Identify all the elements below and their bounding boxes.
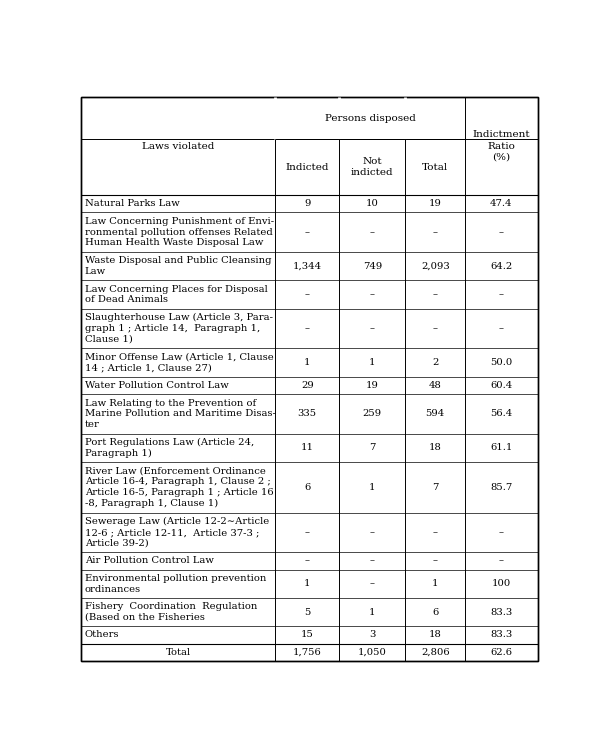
Text: Environmental pollution prevention
ordinances: Environmental pollution prevention ordin… (85, 574, 266, 594)
Text: –: – (432, 557, 438, 565)
Text: Waste Disposal and Public Cleansing
Law: Waste Disposal and Public Cleansing Law (85, 256, 271, 276)
Text: 83.3: 83.3 (490, 631, 513, 640)
Text: 83.3: 83.3 (490, 607, 513, 616)
Text: –: – (499, 528, 504, 537)
Text: 5: 5 (304, 607, 310, 616)
Text: –: – (370, 579, 375, 588)
Text: 18: 18 (429, 443, 442, 452)
Text: 48: 48 (429, 381, 442, 390)
Text: –: – (305, 290, 310, 299)
Text: 50.0: 50.0 (490, 358, 513, 367)
Text: Air Pollution Control Law: Air Pollution Control Law (85, 557, 214, 565)
Text: –: – (370, 528, 375, 537)
Text: 1: 1 (432, 579, 439, 588)
Text: –: – (432, 228, 438, 237)
Text: Persons disposed: Persons disposed (324, 114, 416, 123)
Text: Laws violated: Laws violated (142, 142, 214, 151)
Text: 1: 1 (369, 483, 376, 492)
Text: 335: 335 (298, 409, 317, 419)
Text: 3: 3 (369, 631, 376, 640)
Text: 1: 1 (304, 579, 310, 588)
Text: 1,756: 1,756 (293, 648, 322, 657)
Text: –: – (370, 557, 375, 565)
Text: 10: 10 (366, 199, 379, 208)
Text: 749: 749 (363, 261, 382, 270)
Text: Indictment
Ratio
(%): Indictment Ratio (%) (472, 130, 530, 162)
Text: 1: 1 (304, 358, 310, 367)
Text: Law Concerning Places for Disposal
of Dead Animals: Law Concerning Places for Disposal of De… (85, 285, 268, 305)
Text: 7: 7 (369, 443, 376, 452)
Text: Port Regulations Law (Article 24,
Paragraph 1): Port Regulations Law (Article 24, Paragr… (85, 437, 254, 458)
Text: –: – (499, 557, 504, 565)
Text: Law Relating to the Prevention of
Marine Pollution and Maritime Disas-
ter: Law Relating to the Prevention of Marine… (85, 398, 276, 429)
Text: –: – (370, 324, 375, 333)
Text: –: – (499, 228, 504, 237)
Text: 85.7: 85.7 (490, 483, 513, 492)
Text: 19: 19 (366, 381, 379, 390)
Text: –: – (370, 228, 375, 237)
Text: Sewerage Law (Article 12-2∼Article
12-6 ; Article 12-11,  Article 37-3 ;
Article: Sewerage Law (Article 12-2∼Article 12-6 … (85, 518, 269, 548)
Text: 594: 594 (426, 409, 445, 419)
Text: 1,344: 1,344 (293, 261, 322, 270)
Text: 2,093: 2,093 (421, 261, 449, 270)
Text: –: – (305, 228, 310, 237)
Text: Law Concerning Punishment of Envi-
ronmental pollution offenses Related
Human He: Law Concerning Punishment of Envi- ronme… (85, 217, 274, 247)
Text: 1: 1 (369, 358, 376, 367)
Text: Natural Parks Law: Natural Parks Law (85, 199, 179, 208)
Text: 61.1: 61.1 (490, 443, 513, 452)
Text: –: – (305, 528, 310, 537)
Text: 56.4: 56.4 (490, 409, 513, 419)
Text: Water Pollution Control Law: Water Pollution Control Law (85, 381, 228, 390)
Text: Total: Total (165, 648, 191, 657)
Text: –: – (432, 324, 438, 333)
Text: Slaughterhouse Law (Article 3, Para-
graph 1 ; Article 14,  Paragraph 1,
Clause : Slaughterhouse Law (Article 3, Para- gra… (85, 313, 273, 344)
Text: Not
indicted: Not indicted (351, 157, 394, 178)
Text: Indicted: Indicted (286, 163, 329, 172)
Text: 1: 1 (369, 607, 376, 616)
Text: Fishery  Coordination  Regulation
(Based on the Fisheries: Fishery Coordination Regulation (Based o… (85, 602, 257, 622)
Text: 18: 18 (429, 631, 442, 640)
Text: 1,050: 1,050 (358, 648, 387, 657)
Text: River Law (Enforcement Ordinance
Article 16-4, Paragraph 1, Clause 2 ;
Article 1: River Law (Enforcement Ordinance Article… (85, 467, 274, 508)
Text: 62.6: 62.6 (490, 648, 512, 657)
Text: 9: 9 (304, 199, 310, 208)
Text: 64.2: 64.2 (490, 261, 513, 270)
Text: –: – (432, 528, 438, 537)
Text: 29: 29 (301, 381, 313, 390)
Text: 47.4: 47.4 (490, 199, 513, 208)
Text: 259: 259 (363, 409, 382, 419)
Text: Others: Others (85, 631, 120, 640)
Text: 7: 7 (432, 483, 439, 492)
Text: 19: 19 (429, 199, 442, 208)
Text: 15: 15 (301, 631, 313, 640)
Text: 2,806: 2,806 (421, 648, 449, 657)
Text: –: – (305, 324, 310, 333)
Text: –: – (432, 290, 438, 299)
Text: 100: 100 (492, 579, 511, 588)
Text: –: – (370, 290, 375, 299)
Text: 2: 2 (432, 358, 439, 367)
Text: 6: 6 (432, 607, 439, 616)
Text: Total: Total (422, 163, 448, 172)
Text: 6: 6 (304, 483, 310, 492)
Text: –: – (305, 557, 310, 565)
Text: 11: 11 (301, 443, 313, 452)
Text: Minor Offense Law (Article 1, Clause
14 ; Article 1, Clause 27): Minor Offense Law (Article 1, Clause 14 … (85, 353, 274, 372)
Text: –: – (499, 290, 504, 299)
Text: 60.4: 60.4 (490, 381, 513, 390)
Text: –: – (499, 324, 504, 333)
